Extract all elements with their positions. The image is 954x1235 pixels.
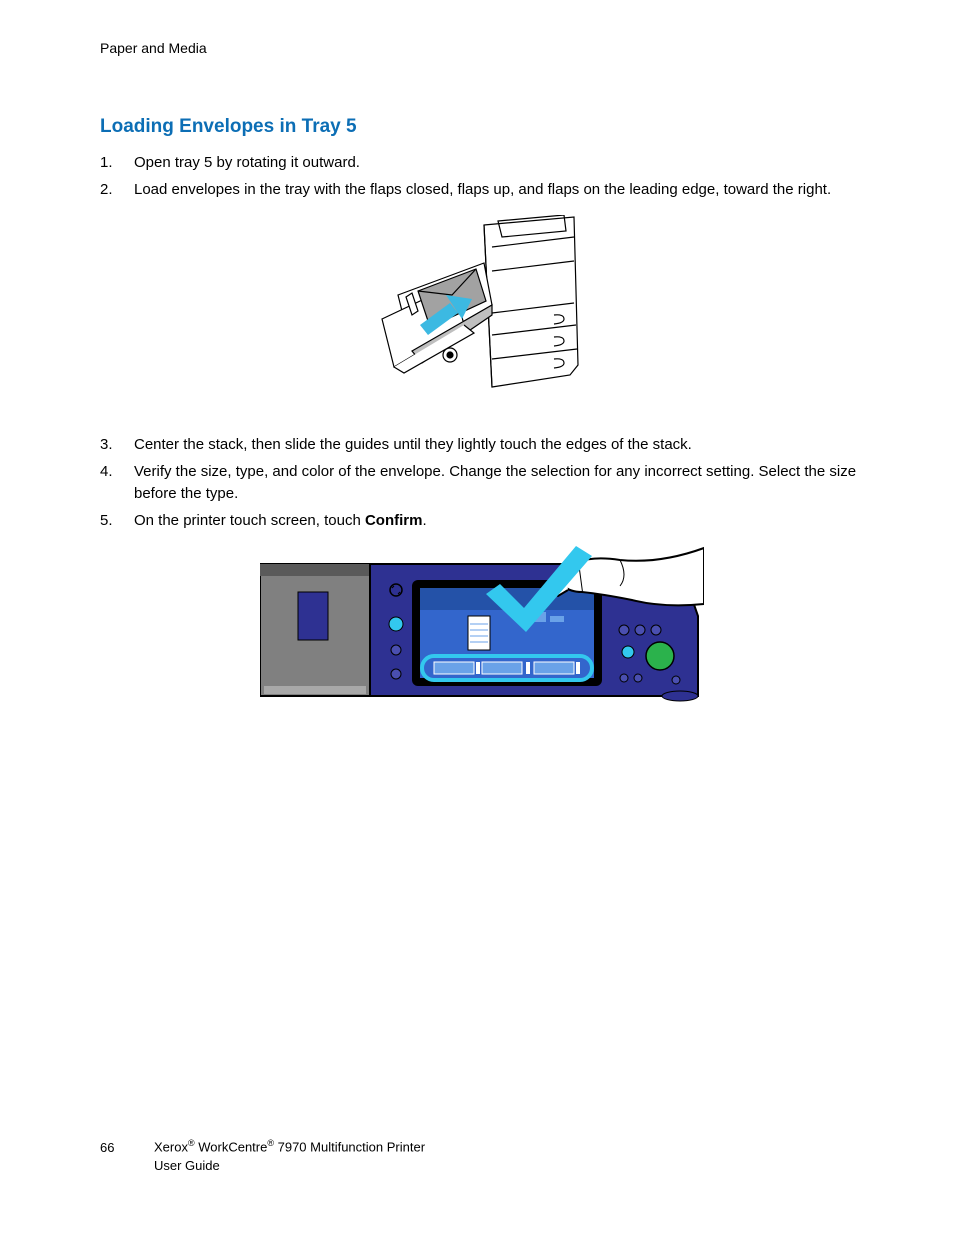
step-5-text: On the printer touch screen, touch <box>134 512 365 529</box>
footer-brand1: Xerox <box>154 1140 188 1155</box>
footer-model: 7970 Multifunction Printer <box>274 1140 425 1155</box>
step-5: On the printer touch screen, touch Confi… <box>100 510 864 533</box>
control-panel-illustration <box>260 546 704 708</box>
reg-mark-2: ® <box>267 1138 274 1148</box>
page-header: Paper and Media <box>100 40 864 56</box>
page-number: 66 <box>100 1139 154 1157</box>
instruction-list-continued: Center the stack, then slide the guides … <box>100 434 864 532</box>
footer-brand2: WorkCentre <box>198 1140 267 1155</box>
step-5-suffix: . <box>422 512 426 529</box>
page-footer: 66Xerox® WorkCentre® 7970 Multifunction … <box>100 1137 425 1175</box>
step-3: Center the stack, then slide the guides … <box>100 434 864 457</box>
section-title: Loading Envelopes in Tray 5 <box>100 116 864 138</box>
step-2: Load envelopes in the tray with the flap… <box>100 179 864 202</box>
step-4: Verify the size, type, and color of the … <box>100 461 864 506</box>
figure-tray-loading <box>100 215 864 420</box>
instruction-list: Open tray 5 by rotating it outward. Load… <box>100 152 864 201</box>
step-5-bold: Confirm <box>365 512 423 529</box>
reg-mark-1: ® <box>188 1138 195 1148</box>
figure-control-panel <box>100 546 864 713</box>
printer-tray-illustration <box>364 215 600 415</box>
step-1: Open tray 5 by rotating it outward. <box>100 152 864 175</box>
footer-line2: User Guide <box>100 1157 425 1175</box>
